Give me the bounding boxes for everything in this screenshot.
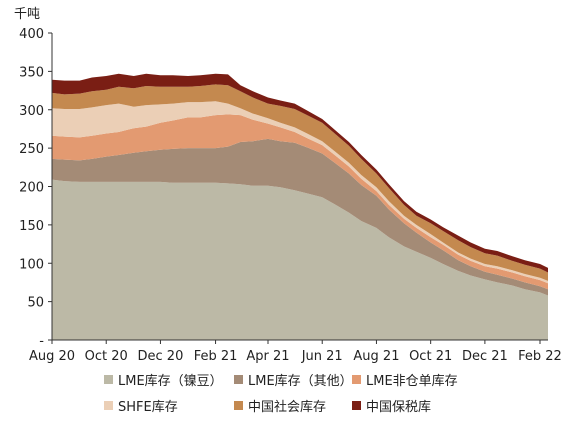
y-tick-group: - 50 100 150 200 250 300 350 400 (19, 27, 52, 349)
x-tick-group: Aug 20 Oct 20 Dec 20 Feb 21 Apr 21 Jun 21 Aug … (29, 340, 562, 364)
x-tick-label: Feb 21 (194, 349, 238, 364)
x-tick-label: Jun 21 (301, 349, 343, 364)
area-series-3 (52, 114, 548, 290)
x-tick-label: Dec 20 (138, 349, 184, 364)
area-series-2 (52, 138, 548, 296)
x-tick-label: Feb 22 (518, 349, 562, 364)
y-tick-label: 250 (19, 142, 44, 157)
area-series-5 (52, 84, 548, 281)
x-tick-label: Aug 21 (353, 349, 399, 364)
area-series-6 (52, 73, 548, 273)
y-tick-label: 100 (19, 257, 44, 272)
x-tick-label: Oct 21 (409, 349, 452, 364)
y-tick-label: 350 (19, 65, 44, 80)
y-tick-label: 50 (27, 296, 44, 311)
y-tick-label: 200 (19, 181, 44, 196)
x-tick-label: Aug 20 (29, 349, 75, 364)
y-tick-label: 300 (19, 104, 44, 119)
x-tick-label: Dec 21 (462, 349, 508, 364)
y-tick-label: - (39, 334, 44, 349)
y-unit-label: 千吨 (14, 7, 40, 22)
y-tick-label: 400 (19, 27, 44, 42)
area-layers (52, 73, 548, 340)
area-series-1 (52, 179, 548, 340)
y-tick-label: 150 (19, 219, 44, 234)
area-series-4 (52, 101, 548, 284)
x-tick-label: Apr 21 (246, 349, 289, 364)
x-tick-label: Oct 20 (85, 349, 128, 364)
